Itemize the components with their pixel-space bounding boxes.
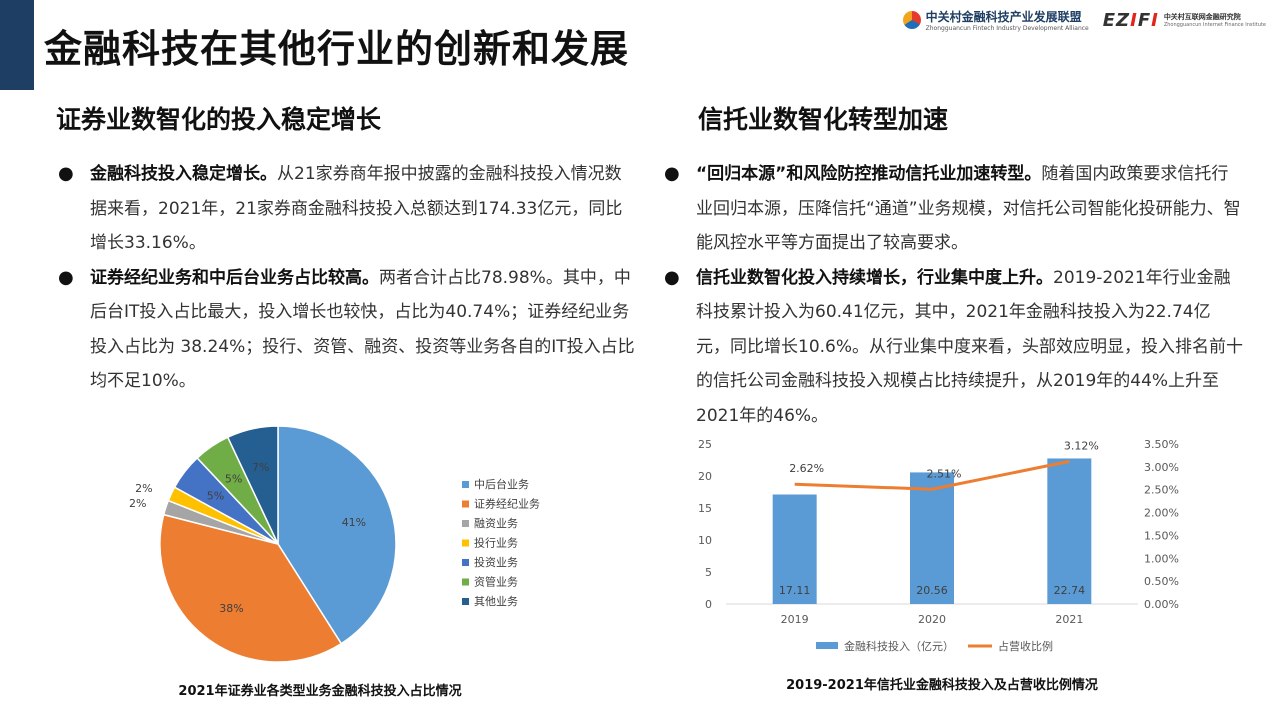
pie-value-label: 41% xyxy=(342,516,366,529)
y-left-tick: 10 xyxy=(698,534,712,547)
legend-swatch xyxy=(462,481,469,488)
combo-chart-svg: 0 5 10 15 20 25 0.00% 0.50% 1.00% 1.50% 2.00% 2.50%… xyxy=(698,438,1179,653)
legend-label: 占营收比例 xyxy=(998,639,1053,653)
institute-name: 中关村互联网金融研究院 xyxy=(1163,13,1241,21)
bullet-text: 从21家券商年报中披露的金融科技投入情况数据来看，2021年，21家券商金融科技… xyxy=(90,164,623,253)
alliance-logo: 中关村金融科技产业发展联盟 Zhongguancun Fintech Indus… xyxy=(902,8,1089,32)
pie-value-label: 2% xyxy=(135,482,152,495)
bullet-bold: 信托业数智化投入持续增长，行业集中度上升。 xyxy=(696,267,1053,288)
y-right-tick: 2.50% xyxy=(1144,484,1179,497)
legend-label: 金融科技投入（亿元） xyxy=(844,639,954,653)
legend-swatch xyxy=(462,500,469,508)
pie-value-label: 5% xyxy=(225,473,242,486)
x-tick-label: 2019 xyxy=(781,613,809,626)
y-right-tick: 2.00% xyxy=(1144,507,1179,520)
pie-value-label: 5% xyxy=(207,490,224,503)
alliance-name: 中关村金融科技产业发展联盟 xyxy=(925,10,1082,24)
right-heading: 信托业数智化转型加速 xyxy=(698,105,949,134)
legend-label: 中后台业务 xyxy=(474,477,529,491)
list-item: ● 证券经纪业务和中后台业务占比较高。两者合计占比78.98%。其中，中后台IT… xyxy=(58,261,638,399)
alliance-name-en: Zhongguancun Fintech Industry Developmen… xyxy=(925,25,1089,32)
y-right-tick: 0.50% xyxy=(1144,575,1179,588)
bullet-icon: ● xyxy=(58,163,74,184)
legend-swatch xyxy=(462,598,469,605)
line-value-label: 2.51% xyxy=(927,467,962,480)
bullet-icon: ● xyxy=(664,266,680,288)
legend-label: 资管业务 xyxy=(474,575,518,589)
legend-swatch xyxy=(462,559,469,566)
logo-area: 中关村金融科技产业发展联盟 Zhongguancun Fintech Indus… xyxy=(902,8,1266,32)
y-left-tick: 25 xyxy=(698,438,712,451)
pie-value-label: 7% xyxy=(252,461,269,474)
bullet-bold: “回归本源”和风险防控推动信托业加速转型。 xyxy=(696,164,1042,184)
pie-slice xyxy=(159,513,343,663)
bullet-icon: ● xyxy=(58,266,74,288)
y-right-tick: 3.00% xyxy=(1144,461,1179,474)
y-left-tick: 0 xyxy=(705,598,712,611)
y-left-tick: 20 xyxy=(698,470,712,483)
legend-label: 其他业务 xyxy=(474,595,518,608)
bullet-bold: 证券经纪业务和中后台业务占比较高。 xyxy=(90,267,379,288)
title-accent-bar xyxy=(0,0,34,90)
y-left-tick: 15 xyxy=(698,502,712,515)
pie-chart: 41% 38% 2% 2% 5% 5% 7% 中后台业务证券经纪业务 融资业务投行业务投资业务资… xyxy=(129,420,590,670)
pie-slice xyxy=(226,425,279,545)
pie-value-label: 2% xyxy=(129,497,146,510)
list-item: ● “回归本源”和风险防控推动信托业加速转型。随着国内政策要求信托行业回归本源，… xyxy=(664,157,1244,261)
bar xyxy=(772,494,817,604)
x-tick-label: 2021 xyxy=(1055,613,1083,626)
legend-label: 融资业务 xyxy=(474,517,518,530)
left-bullets: ● 金融科技投入稳定增长。从21家券商年报中披露的金融科技投入情况数据来看，20… xyxy=(58,157,638,399)
legend-swatch xyxy=(816,642,838,649)
page-title: 金融科技在其他行业的创新和发展 xyxy=(44,27,630,71)
bullet-text: 随着国内政策要求信托行业回归本源，压降信托“通道”业务规模，对信托公司智能化投研… xyxy=(696,164,1241,253)
y-right-tick: 0.00% xyxy=(1144,598,1179,611)
right-bullets: ● “回归本源”和风险防控推动信托业加速转型。随着国内政策要求信托行业回归本源，… xyxy=(664,157,1244,433)
list-item: ● 信托业数智化投入持续增长，行业集中度上升。2019-2021年行业金融科技累… xyxy=(664,261,1244,434)
y-left-tick: 5 xyxy=(705,566,712,579)
ezifi-logo-icon: EZIFI xyxy=(1102,9,1159,31)
legend-label: 投资业务 xyxy=(474,555,518,569)
y-right-tick: 1.00% xyxy=(1144,552,1179,565)
legend-label: 投行业务 xyxy=(474,536,518,550)
bullet-text: 两者合计占比78.98%。其中，中后台IT投入占比最大，投入增长也较快，占比为4… xyxy=(90,267,635,392)
legend-swatch xyxy=(462,539,469,547)
list-item: ● 金融科技投入稳定增长。从21家券商年报中披露的金融科技投入情况数据来看，20… xyxy=(58,157,638,261)
y-right-tick: 1.50% xyxy=(1144,529,1179,542)
bullet-icon: ● xyxy=(664,163,680,184)
institute-name-en: Zhongguancun Internet Finance Institute xyxy=(1163,22,1266,28)
right-chart-caption: 2019-2021年信托业金融科技投入及占营收比例情况 xyxy=(786,678,1098,693)
y-right-tick: 3.50% xyxy=(1144,438,1179,451)
alliance-logo-icon xyxy=(902,11,921,29)
left-chart-caption: 2021年证券业各类型业务金融科技投入占比情况 xyxy=(178,684,462,699)
line-value-label: 2.62% xyxy=(789,462,824,475)
bar xyxy=(1047,458,1092,604)
bar-value-label: 20.56 xyxy=(916,584,948,597)
combo-chart: 0 5 10 15 20 25 0.00% 0.50% 1.00% 1.50% 2.00% 2.50%… xyxy=(680,430,1200,662)
bar xyxy=(910,472,954,604)
bullet-text: 2019-2021年行业金融科技累计投入为60.41亿元，其中，2021年金融科… xyxy=(696,267,1244,426)
institute-logo: EZIFI 中关村互联网金融研究院 Zhongguancun Internet … xyxy=(1103,10,1266,31)
legend-swatch xyxy=(462,520,469,527)
bullet-bold: 金融科技投入稳定增长。 xyxy=(90,164,277,184)
bar-value-label: 17.11 xyxy=(779,584,811,597)
pie-value-label: 38% xyxy=(219,602,243,615)
legend-label: 证券经纪业务 xyxy=(474,497,540,511)
x-tick-label: 2020 xyxy=(918,613,946,626)
line-series xyxy=(794,459,1070,491)
left-heading: 证券业数智化的投入稳定增长 xyxy=(56,105,382,134)
legend-swatch xyxy=(462,578,469,586)
bar-value-label: 22.74 xyxy=(1054,584,1086,597)
pie-chart-svg: 41% 38% 2% 2% 5%5% 7% 中后台业务证券经纪业务融资业务投行业务投资业务资… xyxy=(129,425,540,663)
line-value-label: 3.12% xyxy=(1064,439,1099,452)
